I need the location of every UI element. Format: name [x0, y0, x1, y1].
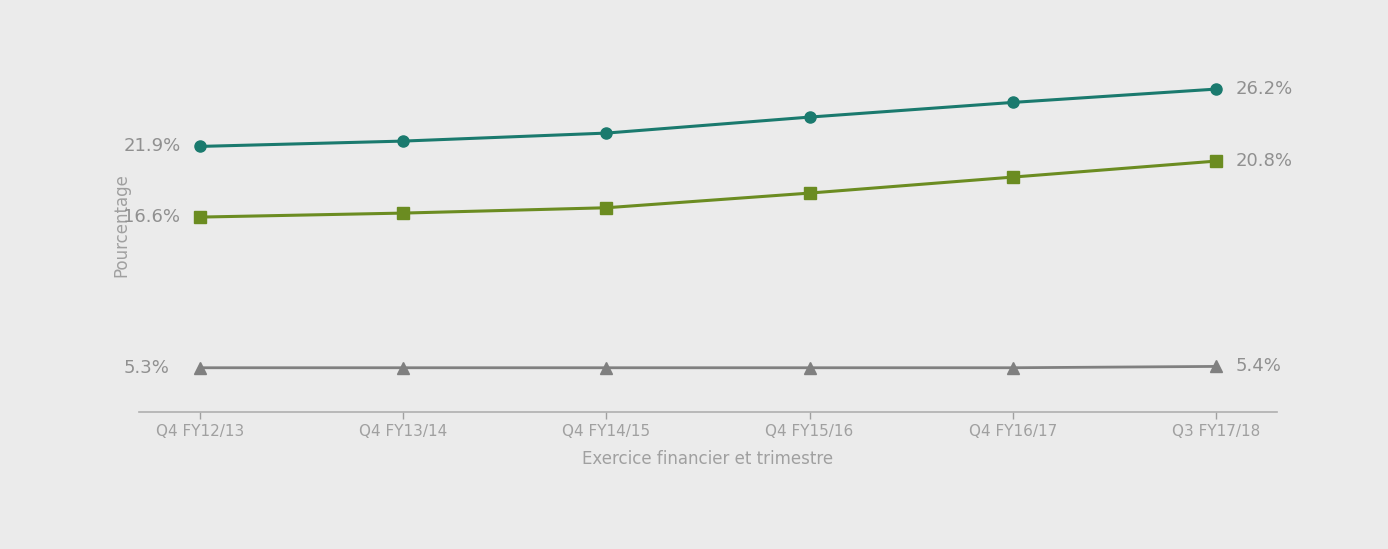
Text: 16.6%: 16.6%: [124, 208, 180, 226]
Text: 21.9%: 21.9%: [124, 137, 180, 155]
Text: 20.8%: 20.8%: [1235, 152, 1292, 170]
Text: 5.3%: 5.3%: [124, 358, 169, 377]
Text: 5.4%: 5.4%: [1235, 357, 1281, 376]
Y-axis label: Pourcentage: Pourcentage: [112, 173, 130, 277]
X-axis label: Exercice financier et trimestre: Exercice financier et trimestre: [583, 450, 833, 468]
Text: 26.2%: 26.2%: [1235, 80, 1292, 98]
